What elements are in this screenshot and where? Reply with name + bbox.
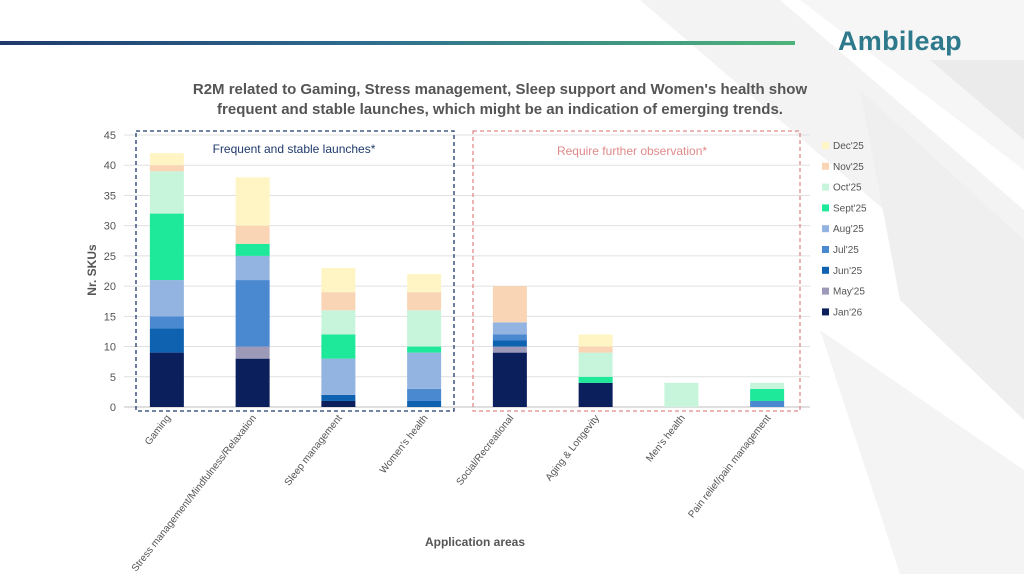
- y-tick-label: 15: [104, 311, 116, 323]
- y-tick-label: 10: [104, 342, 116, 354]
- y-tick-label: 20: [104, 281, 116, 293]
- x-tick-label: Aging & Longevity: [544, 413, 602, 483]
- bar-segment-social-recreational-jun-25: [492, 340, 527, 347]
- bar-segment-social-recreational-may-25: [492, 346, 527, 353]
- x-tick-label: Social/Recreational: [455, 413, 517, 488]
- y-tick-label: 35: [104, 190, 116, 202]
- bar-segment-men-s-health-oct-25: [664, 382, 699, 407]
- legend-swatch-jun-25: [822, 266, 829, 274]
- x-tick-label: Gaming: [143, 413, 173, 447]
- legend-label-jan-26: Jan'26: [833, 307, 863, 318]
- legend-label-may-25: May'25: [833, 287, 865, 298]
- y-tick-label: 40: [104, 160, 116, 172]
- bar-segment-sleep-management-dec-25: [321, 267, 356, 293]
- y-axis-label: Nr. SKUs: [85, 244, 99, 296]
- legend-label-sept-25: Sept'25: [833, 203, 867, 214]
- y-tick-label: 0: [110, 402, 116, 414]
- bar-segment-stress-management-mindfulness-relaxation-may-25: [235, 346, 270, 359]
- bar-segment-gaming-jan-26: [149, 352, 184, 407]
- x-axis-label: Application areas: [425, 535, 525, 549]
- bar-segment-pain-relief-pain-management-oct-25: [750, 382, 785, 389]
- legend-swatch-nov-25: [822, 162, 829, 170]
- bar-segment-sleep-management-jan-26: [321, 400, 356, 407]
- chart-title: R2M related to Gaming, Stress management…: [130, 80, 870, 120]
- bar-segment-aging-longevity-nov-25: [578, 346, 613, 353]
- bar-segment-stress-management-mindfulness-relaxation-nov-25: [235, 225, 270, 244]
- x-tick-label: Men's health: [644, 413, 687, 464]
- bar-segment-gaming-sept-25: [149, 213, 184, 281]
- x-tick-label: Women's health: [378, 413, 431, 476]
- header-accent-line: [0, 41, 795, 45]
- y-tick-label: 45: [104, 130, 116, 142]
- bar-segment-stress-management-mindfulness-relaxation-sept-25: [235, 243, 270, 256]
- bar-segment-gaming-aug-25: [149, 280, 184, 317]
- bar-segment-gaming-jul-25: [149, 316, 184, 329]
- bar-segment-stress-management-mindfulness-relaxation-jan-26: [235, 358, 270, 407]
- bar-segment-women-s-health-jun-25: [407, 400, 442, 407]
- bar-segment-sleep-management-nov-25: [321, 292, 356, 311]
- bar-segment-sleep-management-sept-25: [321, 334, 356, 359]
- y-tick-label: 30: [104, 221, 116, 233]
- frequent-launches-frame: [135, 130, 455, 412]
- bar-segment-stress-management-mindfulness-relaxation-aug-25: [235, 255, 270, 281]
- bar-segment-pain-relief-pain-management-sept-25: [750, 388, 785, 401]
- bar-segment-social-recreational-jul-25: [492, 334, 527, 341]
- bar-segment-women-s-health-oct-25: [407, 310, 442, 347]
- legend-swatch-sept-25: [822, 204, 829, 212]
- bars: [149, 153, 785, 407]
- bar-segment-social-recreational-jan-26: [492, 352, 527, 407]
- legend-swatch-aug-25: [822, 225, 829, 233]
- bar-segment-gaming-oct-25: [149, 171, 184, 214]
- legend-swatch-dec-25: [822, 142, 829, 149]
- bar-segment-women-s-health-aug-25: [407, 352, 442, 389]
- bar-segment-gaming-nov-25: [149, 165, 184, 172]
- bar-segment-women-s-health-jul-25: [407, 388, 442, 401]
- bar-segment-aging-longevity-jan-26: [578, 382, 613, 407]
- legend-label-jul-25: Jul'25: [833, 245, 859, 256]
- gridlines: [124, 134, 810, 408]
- bar-segment-social-recreational-aug-25: [492, 322, 527, 335]
- observation-label: Require further observation*: [557, 144, 707, 158]
- bar-segment-sleep-management-jun-25: [321, 394, 356, 401]
- bar-segment-aging-longevity-sept-25: [578, 376, 613, 383]
- bar-segment-social-recreational-nov-25: [492, 286, 527, 323]
- bar-segment-aging-longevity-dec-25: [578, 334, 613, 347]
- bar-segment-gaming-dec-25: [149, 153, 184, 166]
- legend-label-dec-25: Dec'25: [833, 141, 864, 152]
- chart-title-line-1: R2M related to Gaming, Stress management…: [192, 81, 808, 98]
- legend-swatch-jan-26: [822, 308, 829, 316]
- observation-frame: [472, 130, 801, 412]
- frequent-launches-label: Frequent and stable launches*: [213, 142, 376, 156]
- x-tick-label: Sleep management: [283, 413, 345, 488]
- legend-label-nov-25: Nov'25: [833, 162, 864, 173]
- bar-segment-gaming-jun-25: [149, 328, 184, 353]
- legend: Dec'25 Nov'25 Oct'25 Sept'25 Aug'25 Jul'25 Jun…: [822, 141, 867, 318]
- bar-segment-women-s-health-sept-25: [407, 346, 442, 353]
- legend-label-oct-25: Oct'25: [833, 183, 862, 194]
- chart-title-line-2: frequent and stable launches, which migh…: [217, 101, 783, 118]
- y-axis-ticks: 0 5 10 15 20 25 30 35 40 45: [104, 130, 116, 414]
- y-tick-label: 5: [110, 372, 116, 384]
- bar-segment-stress-management-mindfulness-relaxation-jul-25: [235, 280, 270, 347]
- legend-label-jun-25: Jun'25: [833, 266, 863, 277]
- legend-swatch-jul-25: [822, 246, 829, 253]
- bar-segment-women-s-health-dec-25: [407, 274, 442, 293]
- bar-segment-women-s-health-nov-25: [407, 292, 442, 311]
- legend-swatch-may-25: [822, 287, 829, 295]
- brand-logo: Ambileap: [838, 26, 962, 56]
- legend-label-aug-25: Aug'25: [833, 224, 864, 235]
- bar-segment-pain-relief-pain-management-jul-25: [750, 400, 785, 407]
- x-tick-label: Pain relief/pain management: [686, 413, 773, 520]
- bar-segment-aging-longevity-oct-25: [578, 352, 613, 377]
- bar-segment-sleep-management-oct-25: [321, 310, 356, 335]
- legend-swatch-oct-25: [822, 183, 829, 191]
- bar-segment-stress-management-mindfulness-relaxation-dec-25: [235, 177, 270, 226]
- y-tick-label: 25: [104, 251, 116, 263]
- bar-segment-sleep-management-aug-25: [321, 358, 356, 395]
